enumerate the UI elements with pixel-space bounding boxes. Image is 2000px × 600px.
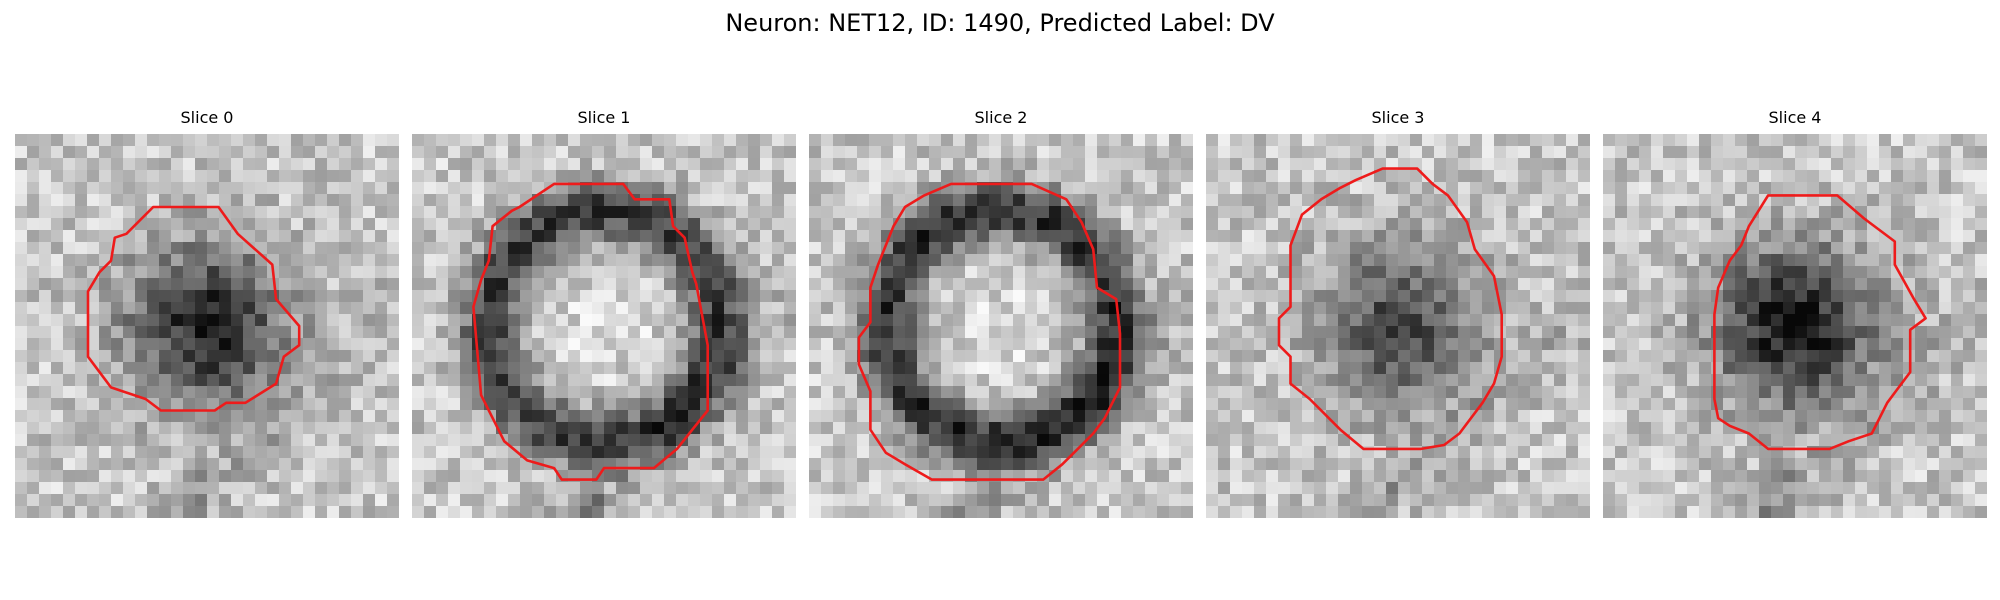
slice-title-4: Slice 4 — [1768, 108, 1822, 127]
slice-image-2 — [809, 134, 1193, 518]
figure-title: Neuron: NET12, ID: 1490, Predicted Label… — [725, 9, 1275, 37]
segmentation-contour — [857, 182, 1122, 481]
slice-title-0: Slice 0 — [180, 108, 234, 127]
slice-panel-3: Slice 3 — [1206, 108, 1590, 518]
segmentation-contour — [86, 205, 301, 412]
slice-title-3: Slice 3 — [1371, 108, 1425, 127]
slice-image-1 — [412, 134, 796, 518]
pixel-grid — [15, 134, 399, 518]
pixel-grid — [412, 134, 796, 518]
slice-title-2: Slice 2 — [974, 108, 1028, 127]
slice-panel-0: Slice 0 — [15, 108, 399, 518]
pixel-grid — [809, 134, 1193, 518]
pixel-grid — [1206, 134, 1590, 518]
slice-panel-4: Slice 4 — [1603, 108, 1987, 518]
pixel-grid — [1603, 134, 1987, 518]
segmentation-contour — [1277, 167, 1504, 451]
slice-title-1: Slice 1 — [577, 108, 631, 127]
slice-image-3 — [1206, 134, 1590, 518]
slice-panel-2: Slice 2 — [809, 108, 1193, 518]
slice-image-4 — [1603, 134, 1987, 518]
slice-image-0 — [15, 134, 399, 518]
segmentation-contour — [472, 182, 710, 481]
slice-panel-1: Slice 1 — [412, 108, 796, 518]
segmentation-contour — [1713, 194, 1927, 451]
